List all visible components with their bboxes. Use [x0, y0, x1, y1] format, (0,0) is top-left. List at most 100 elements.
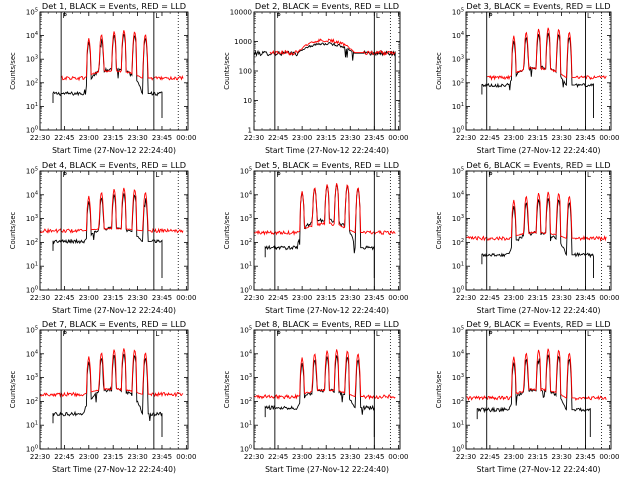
detector-panel-5: Det 5, BLACK = Events, RED = LLD Counts/s… [223, 160, 408, 315]
detector-panel-1: Det 1, BLACK = Events, RED = LLD Counts/s… [9, 1, 196, 155]
x-tick-label: 23:15 [103, 453, 123, 461]
marker-label: L [376, 330, 380, 338]
series-line-red [486, 27, 607, 81]
series-line-black [264, 184, 375, 278]
x-tick-label: 23:00 [292, 453, 312, 461]
y-tick-label: 104 [240, 349, 252, 358]
y-tick-label: 100 [26, 126, 38, 135]
y-axis-label: Counts/sec [9, 52, 17, 90]
y-tick-label: 105 [452, 167, 464, 176]
x-tick-label: 23:45 [575, 134, 595, 142]
y-tick-label: 101 [26, 421, 38, 430]
x-tick-label: 23:45 [364, 453, 384, 461]
y-tick-label: 105 [240, 326, 252, 335]
y-tick-label: 10000 [230, 9, 252, 17]
x-tick-label: 22:45 [54, 453, 74, 461]
x-tick-label: 00:00 [599, 134, 619, 142]
marker-label: P [488, 171, 492, 179]
marker-label: P [276, 12, 280, 20]
x-tick-label: 00:00 [388, 134, 408, 142]
y-tick-label: 101 [26, 102, 38, 111]
series-line-black [476, 354, 591, 437]
series-line-black [52, 33, 163, 118]
x-tick-label: 00:00 [388, 294, 408, 302]
x-axis-label: Start Time (27-Nov-12 22:24:40) [477, 465, 601, 474]
y-tick-label: 100 [240, 286, 252, 295]
y-tick-label: 105 [452, 8, 464, 17]
detector-panel-9: Det 9, BLACK = Events, RED = LLD Counts/s… [435, 319, 620, 474]
plot-frame [39, 170, 189, 291]
x-tick-label: 23:15 [316, 294, 336, 302]
marker-label: P [276, 330, 280, 338]
y-tick-label: 103 [26, 214, 38, 223]
y-tick-label: 100 [452, 286, 464, 295]
y-axis-label: Counts/sec [223, 52, 231, 90]
x-tick-label: 23:30 [340, 134, 360, 142]
plot-frame [39, 11, 189, 131]
y-axis-label: Counts/sec [9, 212, 17, 250]
plot-frame [465, 170, 612, 291]
y-tick-label: 105 [26, 167, 38, 176]
y-axis-label: Counts/sec [435, 371, 443, 409]
series-line-red [39, 348, 184, 398]
marker-label: L [155, 12, 159, 20]
x-axis-label: Start Time (27-Nov-12 22:24:40) [265, 146, 389, 155]
y-tick-label: 105 [240, 167, 252, 176]
x-tick-label: 00:00 [388, 453, 408, 461]
x-axis-label: Start Time (27-Nov-12 22:24:40) [477, 306, 601, 315]
x-tick-label: 23:45 [364, 134, 384, 142]
x-tick-label: 23:15 [528, 134, 548, 142]
panel-title: Det 5, BLACK = Events, RED = LLD [255, 160, 399, 170]
x-tick-label: 23:00 [292, 294, 312, 302]
y-tick-label: 104 [26, 349, 38, 358]
x-tick-label: 23:00 [79, 453, 99, 461]
panel-title: Det 1, BLACK = Events, RED = LLD [42, 1, 186, 11]
x-tick-label: 22:30 [244, 453, 264, 461]
x-tick-label: 00:00 [599, 453, 619, 461]
y-tick-label: 104 [452, 190, 464, 199]
x-tick-label: 23:00 [292, 134, 312, 142]
plot-frame [39, 329, 189, 450]
y-tick-label: 102 [26, 238, 38, 247]
x-tick-label: 00:00 [176, 294, 196, 302]
y-tick-label: 102 [240, 397, 252, 406]
y-tick-label: 101 [452, 262, 464, 271]
y-tick-label: 104 [26, 190, 38, 199]
x-tick-label: 22:30 [244, 134, 264, 142]
x-tick-label: 23:30 [127, 134, 147, 142]
x-tick-label: 23:45 [575, 294, 595, 302]
panel-title: Det 4, BLACK = Events, RED = LLD [42, 160, 186, 170]
y-axis-label: Counts/sec [435, 212, 443, 250]
x-tick-label: 23:15 [103, 134, 123, 142]
marker-label: P [63, 12, 67, 20]
series-line-red [39, 187, 184, 234]
detector-panel-3: Det 3, BLACK = Events, RED = LLD Counts/s… [435, 1, 620, 155]
marker-label: P [488, 12, 492, 20]
x-tick-label: 23:15 [316, 453, 336, 461]
marker-label: L [587, 12, 591, 20]
x-tick-label: 23:00 [79, 134, 99, 142]
x-tick-label: 23:30 [552, 134, 572, 142]
y-tick-label: 102 [452, 238, 464, 247]
x-tick-label: 23:15 [316, 134, 336, 142]
panel-title: Det 3, BLACK = Events, RED = LLD [466, 1, 610, 11]
plot-frame [253, 329, 401, 450]
y-tick-label: 102 [452, 397, 464, 406]
x-tick-label: 23:45 [152, 294, 172, 302]
x-tick-label: 23:30 [552, 294, 572, 302]
x-axis-label: Start Time (27-Nov-12 22:24:40) [265, 465, 389, 474]
y-tick-label: 103 [26, 55, 38, 64]
detector-panel-6: Det 6, BLACK = Events, RED = LLD Counts/s… [435, 160, 620, 315]
y-tick-label: 102 [26, 397, 38, 406]
series-line-black [52, 353, 163, 437]
x-tick-label: 23:30 [340, 453, 360, 461]
detector-panel-2: Det 2, BLACK = Events, RED = LLD Counts/s… [223, 1, 408, 155]
y-tick-label: 103 [240, 214, 252, 223]
x-tick-label: 23:45 [575, 453, 595, 461]
y-tick-label: 102 [452, 78, 464, 87]
x-tick-label: 23:00 [79, 294, 99, 302]
marker-label: L [376, 12, 380, 20]
x-tick-label: 23:00 [504, 134, 524, 142]
x-tick-label: 23:15 [528, 294, 548, 302]
